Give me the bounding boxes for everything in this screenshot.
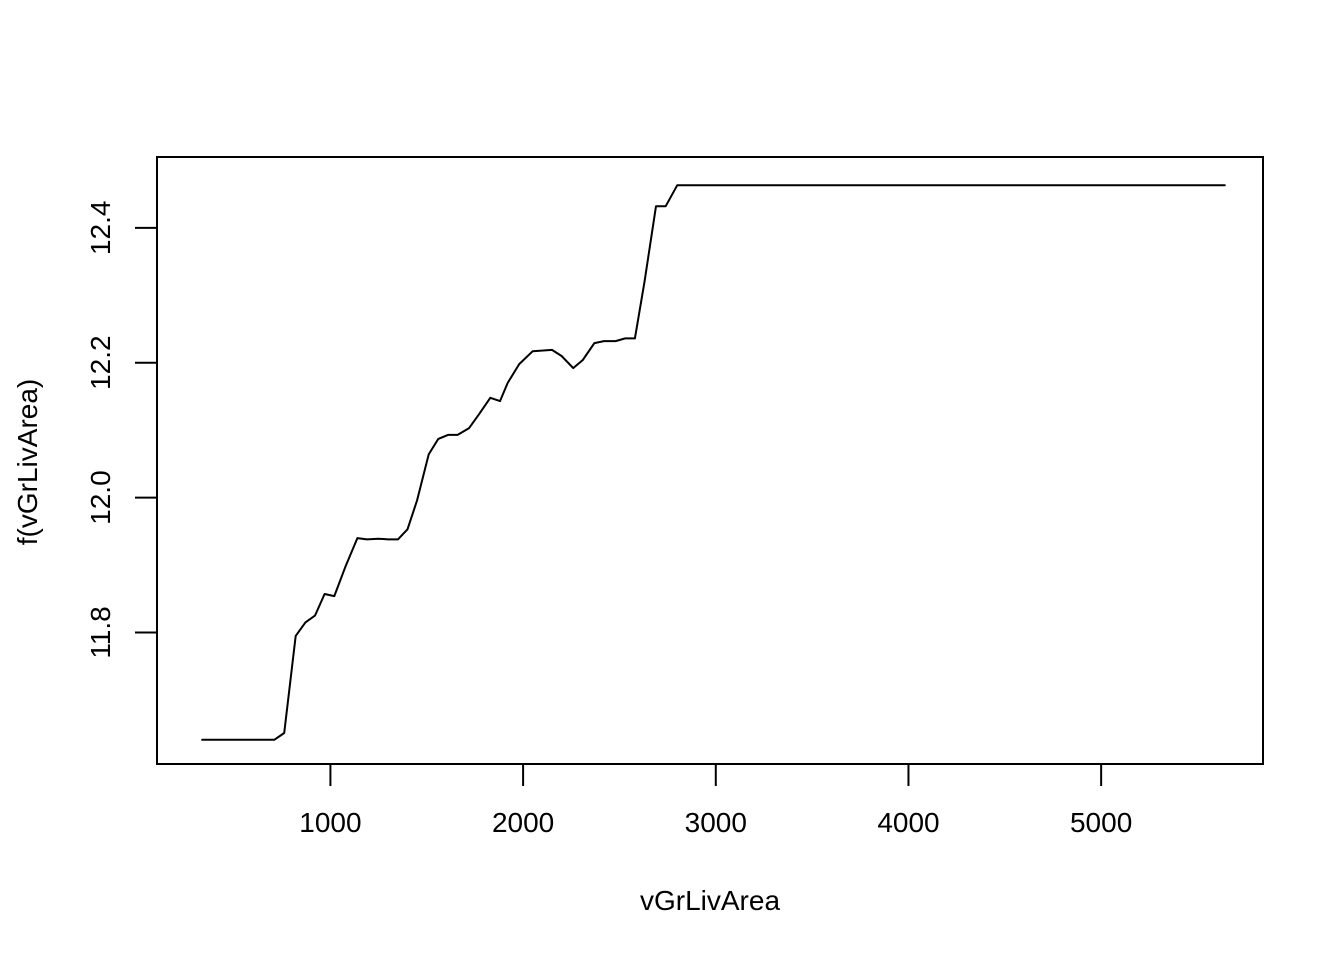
- y-axis: 11.8 12.0 12.2 12.4: [85, 201, 158, 659]
- x-tick-label: 5000: [1070, 807, 1132, 838]
- y-tick-label: 12.4: [85, 201, 116, 256]
- x-axis: 1000 2000 3000 4000 5000: [299, 763, 1132, 838]
- y-tick-label: 12.0: [85, 470, 116, 525]
- y-tick-label: 12.2: [85, 335, 116, 390]
- y-tick-label: 11.8: [85, 606, 116, 658]
- x-tick-label: 2000: [492, 807, 554, 838]
- x-tick-label: 1000: [299, 807, 361, 838]
- x-axis-label: vGrLivArea: [640, 885, 780, 916]
- y-axis-label: f(vGrLivArea): [12, 379, 43, 545]
- series-line: [201, 184, 1226, 741]
- x-tick-label: 3000: [685, 807, 747, 838]
- x-tick-label: 4000: [877, 807, 939, 838]
